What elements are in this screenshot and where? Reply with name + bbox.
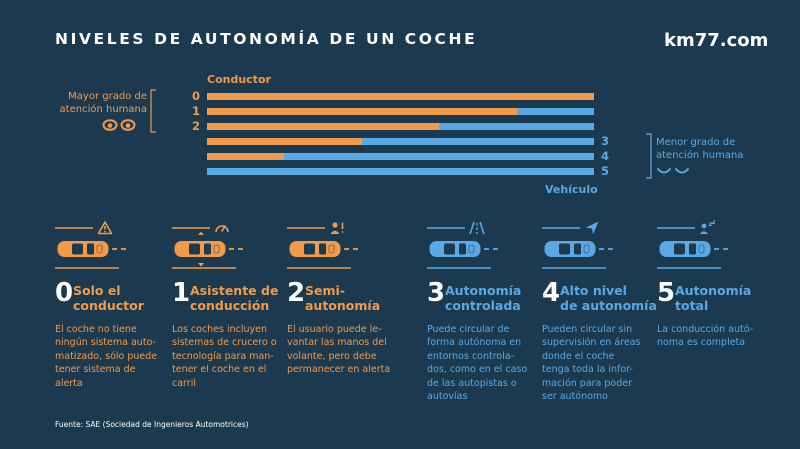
bar-level-number: 4 xyxy=(601,149,610,163)
bar-row-4 xyxy=(207,153,594,160)
vehicle-segment xyxy=(439,123,594,130)
source-note: Fuente: SAE (Sociedad de Ingenieros Auto… xyxy=(55,420,249,429)
bar-row-2 xyxy=(207,123,594,130)
car-scene xyxy=(172,227,243,269)
left-bracket xyxy=(150,89,156,133)
bar-row-0 xyxy=(207,93,594,100)
vehicle-segment xyxy=(284,153,594,160)
car-scene xyxy=(542,227,613,269)
level-title: Autonomía total xyxy=(675,283,752,313)
svg-text:z: z xyxy=(709,220,713,228)
level-number: 1 xyxy=(172,278,191,308)
bar-level-number: 2 xyxy=(192,119,201,133)
level-description: El coche no tiene ningún sistema auto-mat… xyxy=(55,324,158,389)
car-scene xyxy=(657,227,728,269)
driver-segment xyxy=(207,138,362,145)
driver-segment xyxy=(207,123,439,130)
level-title: Solo el conductor xyxy=(73,283,144,313)
vehicle-segment xyxy=(517,108,594,115)
level-number: 0 xyxy=(55,278,74,308)
level-title: Autonomía controlada xyxy=(445,283,522,313)
level-number: 5 xyxy=(657,278,676,308)
right-note: Menor grado de atención humana xyxy=(656,137,744,161)
level-title: Semi-autonomía xyxy=(305,283,381,313)
bar-level-number: 0 xyxy=(192,89,201,103)
level-description: La conducción autó-noma es completa xyxy=(657,324,754,349)
vehicle-segment xyxy=(207,168,594,175)
level-description: Puede circular de forma autónoma en entorn… xyxy=(427,324,528,403)
driver-segment xyxy=(207,153,284,160)
left-note: Mayor grado de atención humana xyxy=(59,91,147,115)
brand-logo: km77.com xyxy=(664,30,769,51)
level-number: 3 xyxy=(427,278,446,308)
car-scene xyxy=(55,227,126,269)
eyes-open-icon xyxy=(102,119,136,131)
vehicle-segment xyxy=(362,138,594,145)
level-number: 2 xyxy=(287,278,306,308)
eyes-closed-icon xyxy=(657,168,689,174)
driver-label: Conductor xyxy=(207,73,271,86)
bar-level-number: 3 xyxy=(601,134,610,148)
level-description: El usuario puede le-vantar las manos del… xyxy=(287,324,391,376)
driver-segment xyxy=(207,93,594,100)
bar-row-1 xyxy=(207,108,594,115)
person-alert-icon xyxy=(330,222,344,234)
warning-icon xyxy=(97,221,113,235)
car-scene xyxy=(287,227,358,269)
level-number: 4 xyxy=(542,278,561,308)
level-title: Asistente de conducción xyxy=(190,283,279,313)
level-description: Los coches incluyen sistemas de crucero o… xyxy=(172,324,277,389)
bar-row-5 xyxy=(207,168,594,175)
car-scene xyxy=(427,227,498,269)
right-bracket xyxy=(646,133,652,179)
level-title: Alto nivel de autonomía xyxy=(560,283,657,313)
bar-level-number: 5 xyxy=(601,164,610,178)
vehicle-label: Vehículo xyxy=(545,183,598,196)
bar-level-number: 1 xyxy=(192,104,201,118)
page-title: NIVELES DE AUTONOMÍA DE UN COCHE xyxy=(55,30,478,48)
svg-text:Z: Z xyxy=(712,220,716,226)
speedometer-icon xyxy=(215,225,229,233)
driver-segment xyxy=(207,108,517,115)
bar-row-3 xyxy=(207,138,594,145)
level-description: Pueden circular sin supervisión en áreas d… xyxy=(542,324,641,403)
navigation-arrow-icon xyxy=(586,221,599,235)
highway-icon xyxy=(469,221,485,235)
